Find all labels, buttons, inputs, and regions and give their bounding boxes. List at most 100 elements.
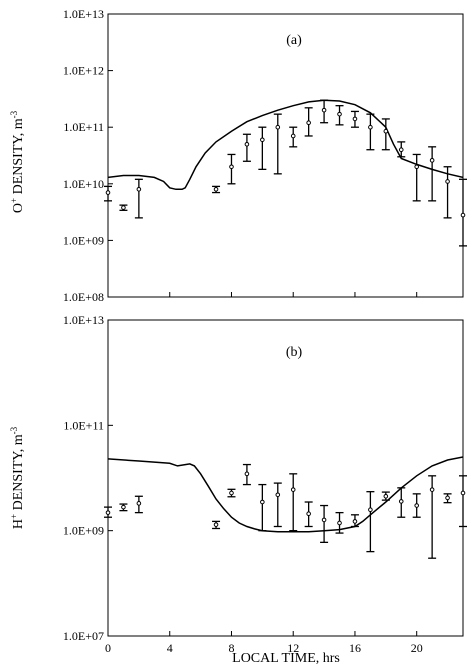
y-tick-label: 1.0E+07 (63, 629, 104, 643)
observation (412, 153, 421, 202)
observation (459, 178, 467, 247)
data-point (398, 499, 404, 504)
data-point (352, 116, 358, 122)
data-point (244, 471, 250, 477)
observation (242, 133, 251, 162)
data-point (337, 520, 342, 526)
data-point (105, 190, 111, 195)
data-point (306, 511, 311, 516)
panel-b-y-axis-title: H+ DENSITY, m-3 (9, 426, 26, 529)
data-point (136, 186, 142, 192)
panel-a: (a) O+ DENSITY, m-3 1.0E+08 1.0E+09 1.0E+1… (9, 7, 467, 304)
data-point (213, 186, 219, 192)
x-axis-title: LOCAL TIME, hrs (232, 651, 340, 666)
observation (242, 463, 251, 486)
observation (335, 511, 344, 534)
observation (335, 105, 344, 126)
data-point (213, 522, 219, 527)
x-tick-label: 12 (287, 641, 299, 655)
data-point (121, 205, 126, 210)
model-curve (108, 99, 463, 191)
data-point (321, 107, 327, 113)
data-point (383, 493, 389, 499)
panel-b: (b) H+ DENSITY, m-3 LOCAL TIME, hrs 1.0E… (9, 313, 467, 666)
data-point (414, 503, 419, 508)
data-point (352, 519, 358, 524)
observation (459, 475, 467, 528)
data-point (260, 499, 265, 505)
x-tick-label: 20 (411, 641, 423, 655)
data-point (445, 495, 450, 501)
x-tick-label: 0 (105, 641, 111, 655)
y-tick-label: 1.0E+11 (63, 120, 104, 134)
data-point (260, 137, 265, 143)
data-point (121, 504, 126, 510)
y-title-main: DENSITY, m (11, 434, 26, 514)
observation (212, 185, 221, 194)
x-tick-label: 16 (349, 641, 361, 655)
observation (119, 503, 128, 512)
observation (381, 118, 390, 151)
data-point (229, 164, 234, 170)
y-title-charge: + (9, 514, 19, 519)
observation (104, 185, 112, 202)
observation (304, 501, 313, 528)
data-point (368, 124, 373, 130)
panel-a-frame (107, 13, 464, 298)
observation (273, 482, 282, 528)
data-point (445, 179, 450, 184)
observation (443, 166, 452, 219)
data-point (136, 501, 142, 506)
y-title-charge: + (9, 198, 19, 203)
data-point (383, 128, 389, 134)
x-tick-label: 4 (167, 641, 173, 655)
observation (397, 141, 406, 158)
y-tick-label: 1.0E+11 (63, 418, 104, 432)
data-point (306, 120, 311, 126)
observation (412, 493, 421, 518)
model-curve (108, 456, 463, 533)
data-point (337, 111, 342, 117)
observation (258, 126, 267, 171)
observation (443, 493, 452, 504)
data-point (290, 487, 296, 492)
y-tick-label: 1.0E+13 (63, 7, 104, 21)
observation (350, 514, 359, 528)
panel-a-label: (a) (286, 33, 302, 48)
observation (366, 491, 375, 553)
observation (428, 146, 437, 202)
data-point (414, 164, 419, 170)
observation (212, 520, 221, 530)
observation (227, 153, 236, 185)
data-point (429, 487, 435, 492)
data-point (290, 133, 296, 139)
y-title-unit-exponent: -3 (9, 110, 19, 118)
observation (227, 488, 236, 498)
observation (397, 487, 406, 518)
y-title-ion: H (11, 519, 26, 529)
data-point (244, 141, 250, 147)
observation (289, 126, 298, 148)
observation (350, 110, 359, 128)
data-point (460, 490, 466, 496)
y-tick-label: 1.0E+13 (63, 313, 104, 327)
observation (134, 495, 143, 514)
y-title-main: DENSITY, m (11, 118, 26, 198)
y-tick-label: 1.0E+12 (63, 64, 104, 78)
data-point (429, 158, 435, 163)
observation (104, 506, 112, 518)
y-tick-label: 1.0E+10 (63, 177, 104, 191)
data-point (105, 510, 111, 515)
observation (320, 504, 329, 544)
data-point (398, 147, 404, 153)
observation (428, 475, 437, 559)
y-title-ion: O (11, 203, 26, 213)
data-point (275, 492, 281, 498)
observation (273, 113, 282, 175)
observation (289, 473, 298, 532)
data-point (275, 124, 281, 130)
x-tick-label: 8 (228, 641, 234, 655)
panel-a-y-axis-title: O+ DENSITY, m-3 (9, 110, 26, 213)
data-point (368, 507, 373, 513)
